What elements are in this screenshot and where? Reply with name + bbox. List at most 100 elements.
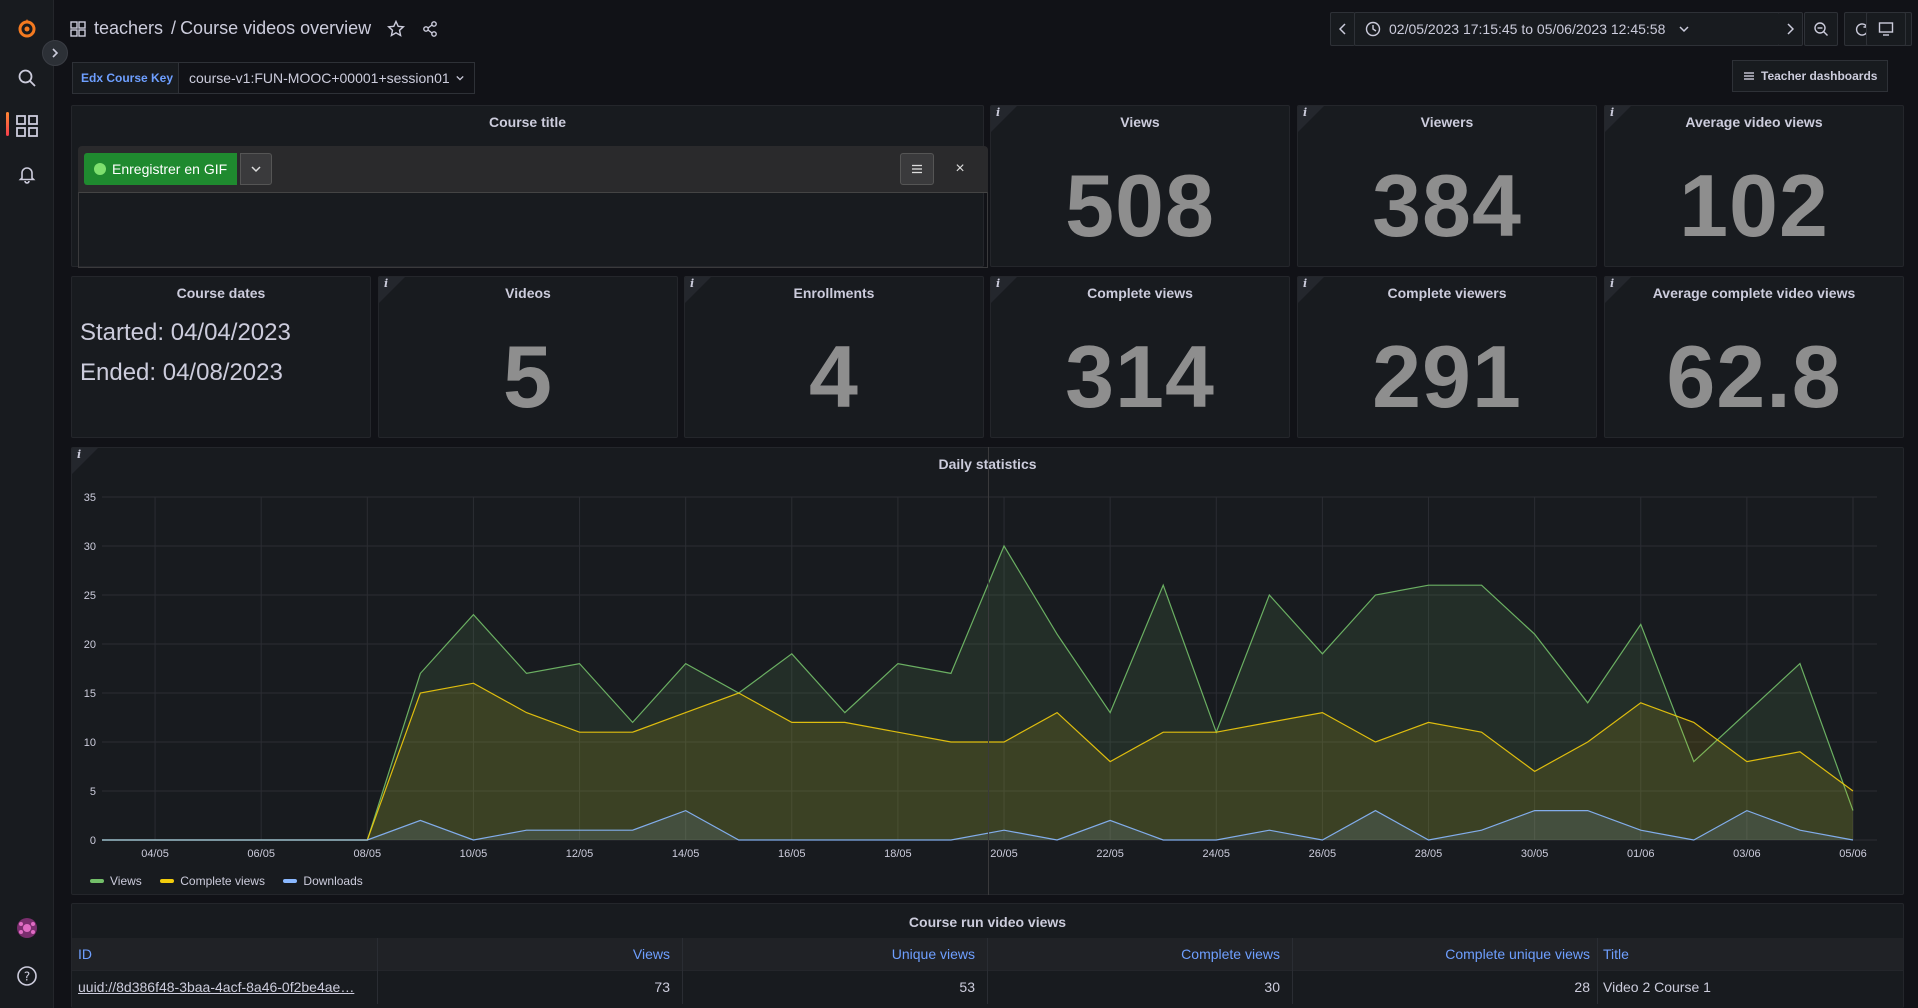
average-video-views-panel: i Average video views 102 bbox=[1604, 105, 1904, 267]
x-tick-label: 12/05 bbox=[566, 848, 594, 860]
course-dates-panel: Course dates Started: 04/04/2023 Ended: … bbox=[71, 276, 371, 438]
star-icon[interactable] bbox=[387, 19, 406, 38]
y-tick-label: 25 bbox=[84, 590, 96, 602]
y-tick-label: 30 bbox=[84, 541, 96, 553]
y-tick-label: 10 bbox=[84, 737, 96, 749]
panel-title: Enrollments bbox=[793, 285, 875, 301]
dashboards-icon[interactable] bbox=[0, 106, 54, 146]
x-tick-label: 01/06 bbox=[1627, 848, 1655, 860]
column-header-unique-views[interactable]: Unique views bbox=[891, 946, 975, 962]
panel-title: Complete viewers bbox=[1387, 285, 1507, 301]
info-icon[interactable]: i bbox=[685, 277, 711, 303]
grafana-logo-icon[interactable] bbox=[0, 8, 54, 48]
sidebar: ? bbox=[0, 0, 54, 1008]
daily-statistics-panel: i Daily statistics 0 5 10 15 20 25 30 35 04/05 06… bbox=[71, 447, 1904, 895]
legend-item-downloads[interactable]: Downloads bbox=[283, 874, 363, 888]
viewers-stat-panel: i Viewers 384 bbox=[1297, 105, 1597, 267]
info-icon[interactable]: i bbox=[1298, 277, 1324, 303]
panel-title: Course dates bbox=[176, 285, 266, 301]
complete-views-stat-panel: i Complete views 314 bbox=[990, 276, 1290, 438]
record-gif-label: Enregistrer en GIF bbox=[112, 161, 228, 177]
series-views-line bbox=[102, 544, 1854, 841]
sidebar-expand-button[interactable] bbox=[42, 40, 68, 66]
monitor-icon bbox=[1878, 22, 1894, 36]
stat-value: 5 bbox=[503, 327, 553, 426]
record-options-dropdown[interactable] bbox=[240, 153, 272, 185]
column-header-complete-unique-views[interactable]: Complete unique views bbox=[1445, 946, 1590, 962]
recorder-close-button[interactable]: × bbox=[955, 160, 965, 177]
x-tick-label: 22/05 bbox=[1096, 848, 1124, 860]
x-tick-label: 14/05 bbox=[672, 848, 700, 860]
panel-title: Average complete video views bbox=[1652, 285, 1856, 301]
user-avatar-icon[interactable] bbox=[0, 908, 54, 948]
course-run-video-views-panel: Course run video views ID Views Unique v… bbox=[71, 903, 1904, 1008]
enrollments-stat-panel: i Enrollments 4 bbox=[684, 276, 984, 438]
time-range-picker[interactable]: 02/05/2023 17:15:45 to 05/06/2023 12:45:… bbox=[1354, 12, 1790, 46]
table-header bbox=[72, 938, 1903, 970]
teacher-dashboards-link[interactable]: Teacher dashboards bbox=[1732, 60, 1889, 92]
info-icon[interactable]: i bbox=[991, 277, 1017, 303]
average-complete-views-panel: i Average complete video views 62.8 bbox=[1604, 276, 1904, 438]
y-tick-label: 35 bbox=[84, 492, 96, 504]
stat-value: 62.8 bbox=[1666, 327, 1842, 426]
x-tick-label: 16/05 bbox=[778, 848, 806, 860]
y-tick-label: 20 bbox=[84, 639, 96, 651]
panel-title: Viewers bbox=[1420, 114, 1474, 130]
info-icon[interactable]: i bbox=[379, 277, 405, 303]
info-icon[interactable]: i bbox=[991, 106, 1017, 132]
cell-complete-unique-views: 28 bbox=[1574, 979, 1590, 995]
cell-complete-views: 30 bbox=[1264, 979, 1280, 995]
column-header-title[interactable]: Title bbox=[1603, 946, 1629, 962]
stat-value: 291 bbox=[1372, 327, 1522, 426]
zoom-out-icon bbox=[1814, 22, 1828, 36]
x-tick-label: 06/05 bbox=[247, 848, 275, 860]
time-shift-forward-button[interactable] bbox=[1778, 12, 1803, 46]
course-end-date: Ended: 04/08/2023 bbox=[80, 359, 283, 386]
panel-title: Videos bbox=[505, 285, 551, 301]
x-tick-label: 18/05 bbox=[884, 848, 912, 860]
chart-legend: Views Complete views Downloads bbox=[90, 870, 377, 888]
info-icon[interactable]: i bbox=[1605, 106, 1631, 132]
y-tick-label: 15 bbox=[84, 688, 96, 700]
record-gif-button[interactable]: Enregistrer en GIF bbox=[84, 153, 238, 185]
course-key-value: course-v1:FUN-MOOC+00001+session01 bbox=[189, 70, 450, 86]
tv-mode-button[interactable] bbox=[1866, 12, 1906, 46]
course-key-select[interactable]: course-v1:FUN-MOOC+00001+session01 bbox=[178, 62, 475, 94]
active-nav-indicator bbox=[6, 112, 9, 136]
info-icon[interactable]: i bbox=[72, 448, 98, 474]
panel-title: Views bbox=[1120, 114, 1160, 130]
video-views-table: ID Views Unique views Complete views Com… bbox=[72, 938, 1903, 1004]
recorder-menu-button[interactable] bbox=[900, 153, 934, 185]
cell-video-id-link[interactable]: uuid://8d386f48-3baa-4acf-8a46-0f2be4ae… bbox=[78, 979, 355, 995]
stat-value: 508 bbox=[1065, 156, 1215, 255]
gif-capture-frame-edge bbox=[988, 447, 989, 895]
breadcrumb: teachers / Course videos overview bbox=[70, 18, 439, 39]
search-icon[interactable] bbox=[0, 58, 54, 98]
panel-title: Course run video views bbox=[908, 914, 1067, 930]
info-icon[interactable]: i bbox=[1605, 277, 1631, 303]
stat-value: 384 bbox=[1372, 156, 1522, 255]
share-icon[interactable] bbox=[421, 20, 439, 38]
time-shift-back-button[interactable] bbox=[1330, 12, 1355, 46]
x-tick-label: 30/05 bbox=[1521, 848, 1549, 860]
breadcrumb-folder[interactable]: teachers bbox=[94, 18, 164, 38]
column-header-id[interactable]: ID bbox=[78, 946, 92, 962]
help-icon[interactable]: ? bbox=[0, 956, 54, 996]
x-tick-label: 26/05 bbox=[1309, 848, 1337, 860]
series-views-area bbox=[102, 546, 1853, 840]
legend-item-views[interactable]: Views bbox=[90, 874, 142, 888]
views-stat-panel: i Views 508 bbox=[990, 105, 1290, 267]
info-icon[interactable]: i bbox=[1298, 106, 1324, 132]
daily-statistics-chart[interactable]: 0 5 10 15 20 25 30 35 04/05 06/05 08/05 10/05 12/05 1… bbox=[72, 448, 1904, 895]
x-tick-label: 08/05 bbox=[354, 848, 382, 860]
zoom-out-button[interactable] bbox=[1804, 12, 1838, 46]
column-header-views[interactable]: Views bbox=[632, 946, 670, 962]
list-icon bbox=[1744, 72, 1754, 80]
breadcrumb-separator: / bbox=[171, 18, 177, 38]
chevron-down-icon bbox=[251, 166, 261, 173]
bell-icon[interactable] bbox=[0, 154, 54, 194]
time-range-label: 02/05/2023 17:15:45 to 05/06/2023 12:45:… bbox=[1389, 21, 1666, 37]
series-complete-views-area bbox=[102, 683, 1853, 840]
legend-item-complete-views[interactable]: Complete views bbox=[160, 874, 265, 888]
column-header-complete-views[interactable]: Complete views bbox=[1181, 946, 1280, 962]
